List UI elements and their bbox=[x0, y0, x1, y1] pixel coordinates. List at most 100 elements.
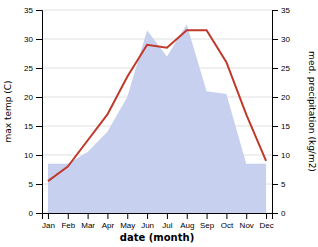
tick-label: May bbox=[120, 221, 135, 230]
tick-mark bbox=[36, 10, 42, 11]
tick-label: Jul bbox=[162, 221, 172, 230]
tick: Feb bbox=[61, 213, 75, 230]
tick: 35 bbox=[24, 6, 42, 15]
tick-mark bbox=[167, 213, 168, 219]
tick-mark bbox=[272, 97, 278, 98]
tick-mark bbox=[272, 10, 278, 11]
tick-mark bbox=[36, 68, 42, 69]
tick-label: Nov bbox=[240, 221, 254, 230]
tick-mark bbox=[272, 68, 278, 69]
tick-mark bbox=[36, 155, 42, 156]
tick: Jul bbox=[162, 213, 172, 230]
tick-label: 0 bbox=[281, 209, 286, 218]
tick: 0 bbox=[29, 209, 42, 218]
tick-label: Feb bbox=[61, 221, 75, 230]
tick: Nov bbox=[240, 213, 254, 230]
tick: Jun bbox=[141, 213, 154, 230]
tick-label: 25 bbox=[24, 64, 33, 73]
tick-mark bbox=[36, 213, 42, 214]
tick-mark bbox=[68, 213, 69, 219]
grid bbox=[42, 10, 272, 213]
tick: Dec bbox=[259, 213, 273, 230]
tick-label: 30 bbox=[24, 35, 33, 44]
y-axis: 0 5 10 15 20 25 30 35 bbox=[24, 6, 42, 218]
tick-label: Mar bbox=[81, 221, 95, 230]
tick-mark bbox=[88, 213, 89, 219]
tick-label: Apr bbox=[102, 221, 115, 230]
tick: 15 bbox=[272, 122, 290, 131]
tick-mark bbox=[272, 126, 278, 127]
axis-line bbox=[43, 214, 273, 220]
grid-line bbox=[42, 39, 272, 40]
tick-label: 35 bbox=[281, 6, 290, 15]
tick: May bbox=[120, 213, 135, 230]
area bbox=[48, 25, 266, 214]
x-axis: Jan Feb Mar Apr May Jun Jul Aug Sep Oct Nov Dec bbox=[42, 213, 274, 230]
tick-mark bbox=[226, 213, 227, 219]
tick: 15 bbox=[24, 122, 42, 131]
axis-line bbox=[273, 11, 279, 214]
tick: Sep bbox=[200, 213, 215, 230]
y2-axis: 0 5 10 15 20 25 30 35 bbox=[272, 6, 290, 218]
tick-mark bbox=[272, 213, 278, 214]
tick-label: Dec bbox=[259, 221, 273, 230]
marks bbox=[48, 25, 266, 214]
tick-label: 15 bbox=[281, 122, 290, 131]
tick-mark bbox=[48, 213, 49, 219]
tick-label: 20 bbox=[24, 93, 33, 102]
tick-label: 0 bbox=[29, 209, 34, 218]
tick-mark bbox=[272, 155, 278, 156]
tick: 25 bbox=[272, 64, 290, 73]
tick: Oct bbox=[221, 213, 234, 230]
tick: 25 bbox=[24, 64, 42, 73]
tick-mark bbox=[147, 213, 148, 219]
axis-line bbox=[36, 11, 43, 214]
tick-mark bbox=[36, 126, 42, 127]
plot: Jan Feb Mar Apr May Jun Jul Aug Sep Oct Nov Dec 0 5 10… bbox=[24, 6, 290, 230]
tick-mark bbox=[272, 39, 278, 40]
tick-label: 25 bbox=[281, 64, 290, 73]
tick-label: 15 bbox=[24, 122, 33, 131]
tick-label: Oct bbox=[221, 221, 234, 230]
grid-line bbox=[42, 10, 272, 11]
tick-label: 5 bbox=[281, 180, 286, 189]
tick: Jan bbox=[42, 213, 55, 230]
tick: 5 bbox=[29, 180, 42, 189]
tick-label: 10 bbox=[24, 151, 33, 160]
tick: 5 bbox=[272, 180, 286, 189]
tick-label: Sep bbox=[200, 221, 215, 230]
y-axis-title: max temp (C) bbox=[3, 80, 13, 142]
tick-mark bbox=[187, 213, 188, 219]
tick: 35 bbox=[272, 6, 290, 15]
x-axis-title: date (month) bbox=[120, 232, 194, 243]
tick-label: Jan bbox=[42, 221, 55, 230]
tick: 10 bbox=[272, 151, 290, 160]
tick-mark bbox=[127, 213, 128, 219]
tick-label: 5 bbox=[29, 180, 34, 189]
chart: Jan Feb Mar Apr May Jun Jul Aug Sep Oct Nov Dec 0 5 10… bbox=[0, 0, 318, 247]
tick-label: 30 bbox=[281, 35, 290, 44]
tick-mark bbox=[266, 213, 267, 219]
tick-mark bbox=[207, 213, 208, 219]
tick: Apr bbox=[102, 213, 115, 230]
tick-mark bbox=[246, 213, 247, 219]
tick-label: 10 bbox=[281, 151, 290, 160]
tick-label: 20 bbox=[281, 93, 290, 102]
line bbox=[48, 30, 266, 181]
tick-mark bbox=[272, 184, 278, 185]
tick: 20 bbox=[24, 93, 42, 102]
tick-label: Jun bbox=[141, 221, 154, 230]
tick-label: 35 bbox=[24, 6, 33, 15]
tick-label: Aug bbox=[180, 221, 194, 230]
tick: Aug bbox=[180, 213, 194, 230]
tick: 20 bbox=[272, 93, 290, 102]
tick-mark bbox=[36, 97, 42, 98]
y2-axis-title: med. precipitation (kg/m2) bbox=[307, 51, 317, 172]
tick-mark bbox=[36, 39, 42, 40]
tick-mark bbox=[36, 184, 42, 185]
tick: 30 bbox=[24, 35, 42, 44]
tick: Mar bbox=[81, 213, 95, 230]
tick: 10 bbox=[24, 151, 42, 160]
tick-mark bbox=[107, 213, 108, 219]
tick: 30 bbox=[272, 35, 290, 44]
